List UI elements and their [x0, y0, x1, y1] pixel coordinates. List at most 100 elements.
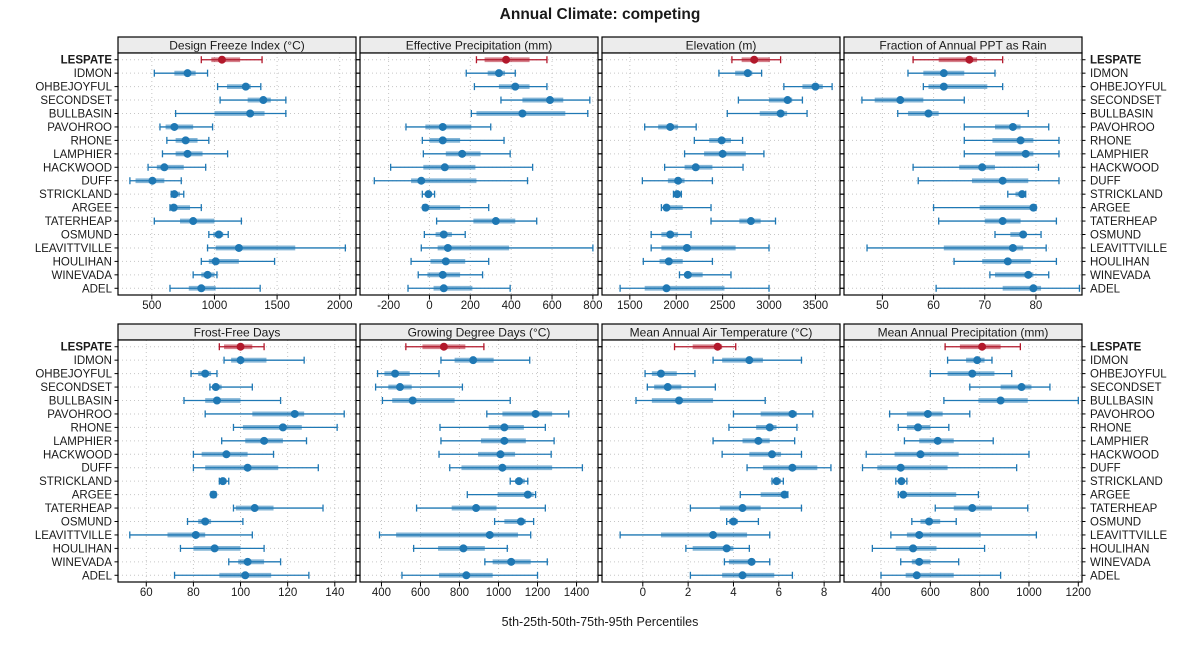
- percentile-row-duff: [449, 463, 584, 472]
- median-dot: [691, 163, 700, 172]
- site-label-right-taterheap: TATERHEAP: [1090, 503, 1158, 515]
- median-dot: [1018, 190, 1027, 199]
- median-dot: [968, 369, 977, 378]
- percentile-row-osmund: [994, 230, 1042, 239]
- median-dot: [896, 96, 905, 105]
- site-label-left-winevada: WINEVADA: [52, 270, 113, 282]
- axis-tick-label: 1000: [202, 300, 228, 312]
- percentile-row-taterheap: [153, 217, 243, 226]
- median-dot: [183, 69, 192, 78]
- axis-tick-label: 140: [325, 587, 344, 599]
- median-dot: [780, 490, 789, 499]
- percentile-row-osmund: [911, 517, 957, 526]
- site-label-right-pavohroo: PAVOHROO: [1090, 409, 1155, 421]
- site-label-right-lamphier: LAMPHIER: [1090, 436, 1149, 448]
- panel-background: [844, 53, 1082, 295]
- site-label-left-adel: ADEL: [82, 570, 113, 582]
- median-dot: [169, 203, 178, 212]
- median-dot: [924, 109, 933, 118]
- percentile-row-osmund: [650, 230, 692, 239]
- median-dot: [998, 217, 1007, 226]
- axis-tick-label: 1500: [617, 300, 643, 312]
- median-dot: [973, 356, 982, 365]
- percentile-row-ohbejoyful: [783, 82, 833, 91]
- median-dot: [236, 342, 245, 351]
- percentile-row-bullbasin: [726, 109, 808, 118]
- site-label-left-pavohroo: PAVOHROO: [47, 122, 112, 134]
- percentile-row-idmon: [712, 356, 803, 365]
- percentile-row-adel: [173, 571, 310, 580]
- site-label-right-taterheap: TATERHEAP: [1090, 216, 1158, 228]
- site-label-left-argee: ARGEE: [72, 490, 113, 502]
- percentile-row-pavohroo: [405, 122, 492, 131]
- percentile-row-ohbejoyful: [216, 82, 262, 91]
- median-dot: [148, 176, 157, 185]
- median-dot: [438, 122, 447, 131]
- site-label-left-taterheap: TATERHEAP: [45, 216, 113, 228]
- median-dot: [925, 517, 934, 526]
- median-dot: [765, 423, 774, 432]
- median-dot: [496, 450, 505, 459]
- site-label-right-osmund: OSMUND: [1090, 230, 1141, 242]
- median-dot: [788, 409, 797, 418]
- median-dot: [722, 544, 731, 553]
- axis-tick-label: 60: [140, 587, 153, 599]
- axis-tick-label: 70: [978, 300, 991, 312]
- site-label-right-lespate: LESPATE: [1090, 342, 1142, 354]
- median-dot: [218, 477, 227, 486]
- site-label-right-lespate: LESPATE: [1090, 55, 1142, 67]
- site-label-left-osmund: OSMUND: [61, 230, 112, 242]
- site-label-right-secondset: SECONDSET: [1090, 95, 1162, 107]
- median-dot: [1019, 230, 1028, 239]
- percentile-row-secondset: [737, 96, 804, 105]
- percentile-row-leavittville: [866, 243, 1047, 252]
- percentile-row-taterheap: [232, 504, 324, 513]
- median-dot: [746, 217, 755, 226]
- site-label-left-duff: DUFF: [81, 463, 112, 475]
- percentile-row-leavittville: [420, 243, 594, 252]
- panel-border: [601, 339, 841, 583]
- median-dot: [915, 530, 924, 539]
- median-dot: [662, 284, 671, 293]
- panel-border: [359, 339, 599, 583]
- site-label-right-bullbasin: BULLBASIN: [1090, 109, 1153, 121]
- median-dot: [438, 136, 447, 145]
- percentile-row-idmon: [718, 69, 763, 78]
- median-dot: [998, 176, 1007, 185]
- site-label-right-lamphier: LAMPHIER: [1090, 149, 1149, 161]
- median-dot: [899, 490, 908, 499]
- percentile-row-winevada: [900, 557, 960, 566]
- median-dot: [507, 557, 516, 566]
- median-dot: [965, 55, 974, 64]
- site-label-right-houlihan: HOULIHAN: [1090, 543, 1149, 555]
- percentile-row-pavohroo: [159, 122, 214, 131]
- median-dot: [211, 257, 220, 266]
- site-label-right-idmon: IDMON: [1090, 68, 1128, 80]
- panel-background: [602, 340, 840, 582]
- axis-tick-label: 60: [927, 300, 940, 312]
- percentile-row-lamphier: [422, 149, 511, 158]
- percentile-row-secondset: [219, 96, 287, 105]
- median-dot: [664, 257, 673, 266]
- median-dot: [531, 409, 540, 418]
- site-label-left-hackwood: HACKWOOD: [43, 449, 112, 461]
- panel-mean-annual-precipitation-mm: Mean Annual Precipitation (mm) 400 600 800 1…: [840, 323, 1091, 599]
- percentile-row-bullbasin: [943, 396, 1079, 405]
- percentile-row-lamphier: [440, 436, 555, 445]
- percentile-row-lespate: [218, 342, 265, 351]
- axis-tick-label: -200: [377, 300, 400, 312]
- panel-background: [360, 53, 598, 295]
- median-dot: [897, 477, 906, 486]
- percentile-row-bullbasin: [470, 109, 589, 118]
- site-label-right-leavittville: LEAVITTVILLE: [1090, 243, 1167, 255]
- site-label-left-lamphier: LAMPHIER: [53, 436, 112, 448]
- median-dot: [491, 217, 500, 226]
- axis-tick-label: 1500: [264, 300, 290, 312]
- site-label-left-adel: ADEL: [82, 283, 113, 295]
- median-dot: [968, 504, 977, 513]
- percentile-row-winevada: [989, 270, 1050, 279]
- axis-tick-label: 4: [730, 587, 737, 599]
- median-dot: [212, 396, 221, 405]
- percentile-row-winevada: [678, 270, 732, 279]
